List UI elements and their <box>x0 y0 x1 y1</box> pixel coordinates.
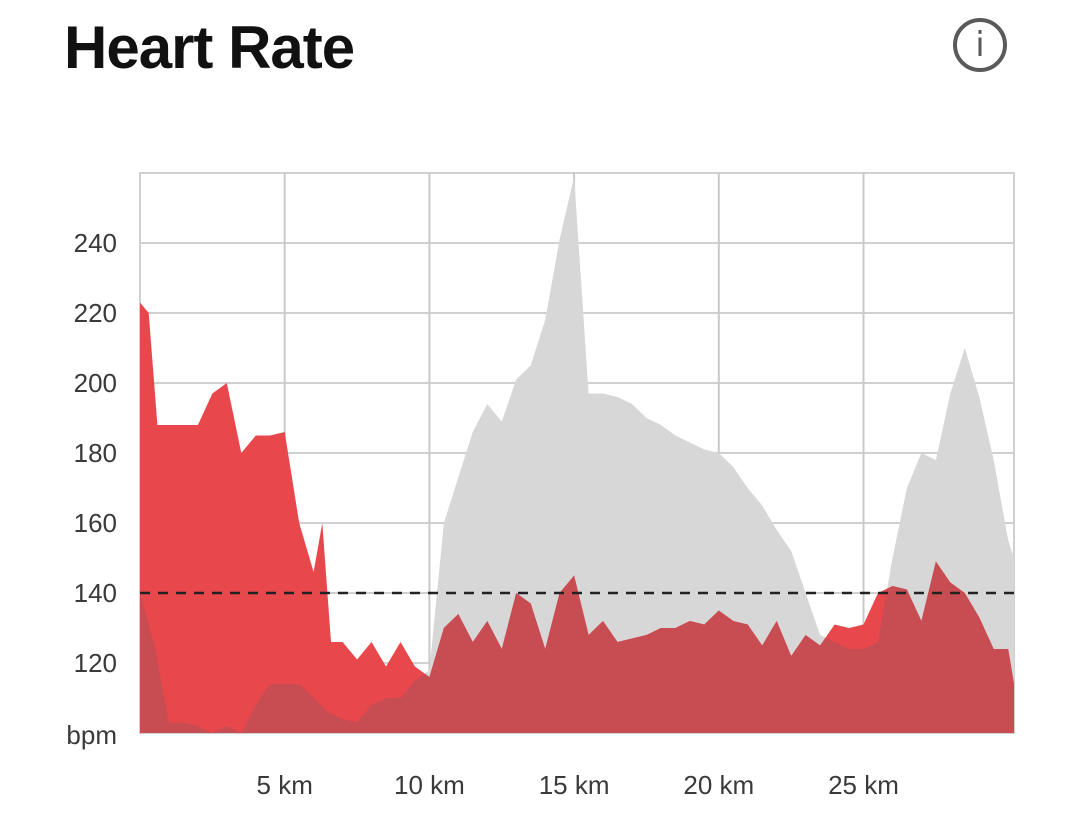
info-icon: i <box>975 25 985 65</box>
x-axis-ticks: 5 km 10 km 15 km 20 km 25 km <box>257 770 899 800</box>
x-tick-label: 25 km <box>828 770 899 800</box>
y-tick-label: 220 <box>74 298 117 328</box>
info-button[interactable]: i <box>953 18 1007 72</box>
y-tick-label: 160 <box>74 508 117 538</box>
y-tick-label: 140 <box>74 578 117 608</box>
y-axis-ticks: 120 140 160 180 200 220 240 <box>74 228 117 678</box>
y-tick-label: 240 <box>74 228 117 258</box>
y-axis-label: bpm <box>66 720 117 750</box>
y-tick-label: 200 <box>74 368 117 398</box>
x-tick-label: 5 km <box>257 770 313 800</box>
x-tick-label: 15 km <box>539 770 610 800</box>
x-tick-label: 20 km <box>683 770 754 800</box>
series-areas <box>140 176 1014 733</box>
x-tick-label: 10 km <box>394 770 465 800</box>
page-title: Heart Rate <box>64 14 355 81</box>
y-tick-label: 180 <box>74 438 117 468</box>
y-tick-label: 120 <box>74 648 117 678</box>
